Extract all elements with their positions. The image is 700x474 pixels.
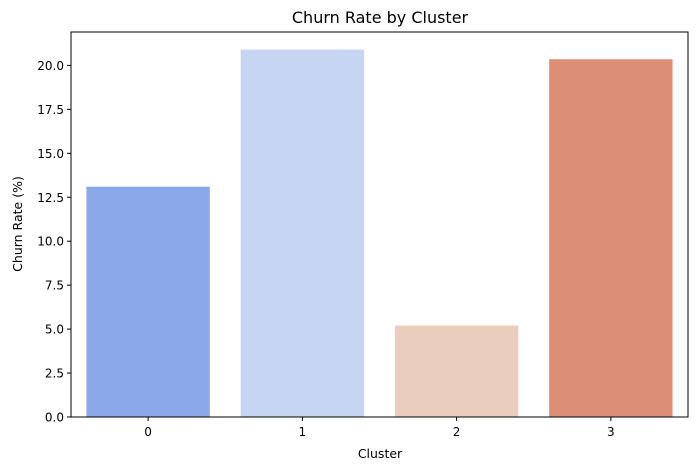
bar-cluster-2: [394, 325, 519, 417]
y-tick-label: 5.0: [45, 323, 64, 337]
y-tick-label: 7.5: [45, 279, 64, 293]
y-tick-label: 15.0: [37, 147, 64, 161]
x-tick-label: 2: [453, 425, 461, 439]
y-tick-label: 2.5: [45, 367, 64, 381]
y-axis-label: Churn Rate (%): [10, 176, 25, 272]
y-tick-label: 17.5: [37, 103, 64, 117]
y-tick-label: 20.0: [37, 59, 64, 73]
x-axis: 0 1 2 3: [144, 417, 615, 439]
x-axis-label: Cluster: [358, 446, 403, 461]
bar-cluster-0: [86, 186, 210, 417]
chart-title: Churn Rate by Cluster: [292, 8, 469, 27]
y-tick-label: 0.0: [45, 411, 64, 425]
y-tick-label: 10.0: [37, 235, 64, 249]
y-axis: 0.0 2.5 5.0 7.5 10.0 12.5 15.0 17.5 20.0: [37, 59, 71, 425]
x-tick-label: 0: [144, 425, 152, 439]
bar-cluster-3: [549, 59, 673, 417]
x-tick-label: 1: [299, 425, 307, 439]
bar-cluster-1: [240, 49, 365, 418]
y-tick-label: 12.5: [37, 191, 64, 205]
plot-frame: [70, 31, 689, 418]
bars-group: [86, 49, 673, 418]
x-tick-label: 3: [607, 425, 615, 439]
